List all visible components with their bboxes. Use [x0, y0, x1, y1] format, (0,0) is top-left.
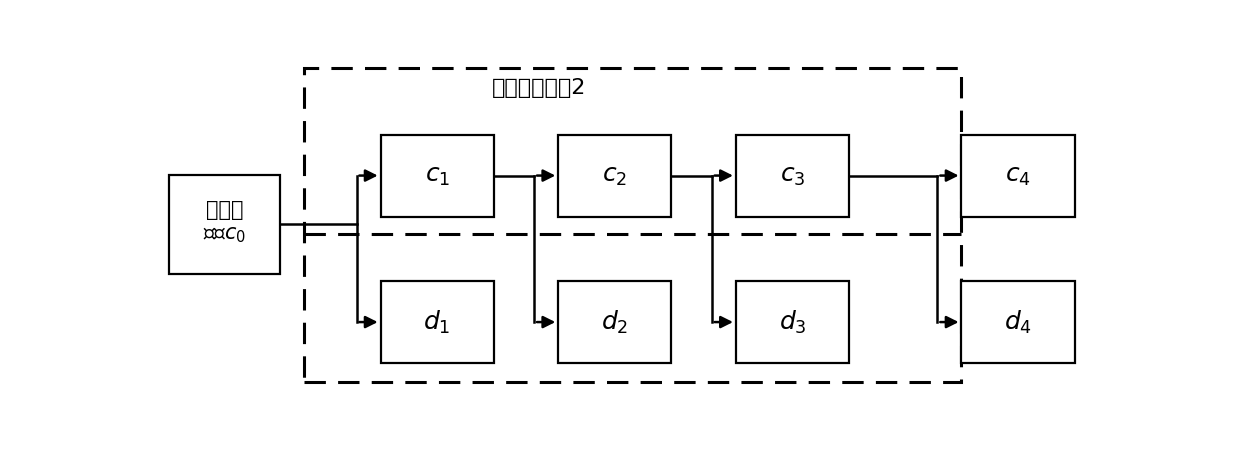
Text: $d_4$: $d_4$: [1004, 308, 1032, 336]
Bar: [304, 68, 961, 382]
Bar: [558, 135, 672, 217]
Bar: [736, 281, 849, 363]
Bar: [558, 281, 672, 363]
Bar: [961, 135, 1074, 217]
Text: $d_1$: $d_1$: [424, 308, 451, 336]
Bar: [961, 281, 1074, 363]
Text: $d_2$: $d_2$: [601, 308, 628, 336]
Bar: [380, 135, 494, 217]
Text: 小波变换模块2: 小波变换模块2: [492, 78, 586, 98]
Bar: [380, 281, 494, 363]
Bar: [170, 175, 280, 274]
Text: $d_3$: $d_3$: [778, 308, 807, 336]
Text: 原负荷: 原负荷: [206, 200, 243, 221]
Text: $c_2$: $c_2$: [602, 164, 627, 188]
Text: $c_4$: $c_4$: [1005, 164, 1031, 188]
Text: $c_1$: $c_1$: [425, 164, 450, 188]
Text: $c_3$: $c_3$: [779, 164, 805, 188]
Text: 数据$c_0$: 数据$c_0$: [203, 225, 247, 245]
Bar: [736, 135, 849, 217]
